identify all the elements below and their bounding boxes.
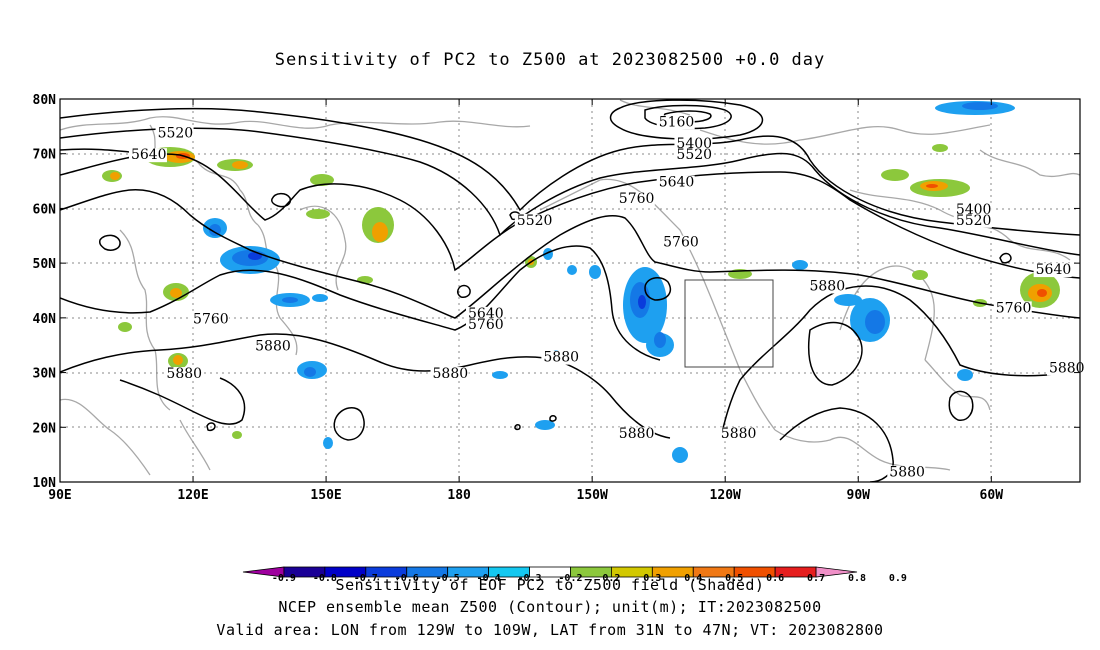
contour-label-bg — [953, 202, 992, 217]
contour-label: 5520 — [676, 147, 712, 163]
y-tick-label: 80N — [33, 93, 57, 108]
contour-label: 5880 — [166, 366, 202, 382]
contour-label-bg — [718, 427, 757, 442]
caption-shaded: Sensitivity of EOF PC2 to Z500 field (Sh… — [335, 576, 765, 594]
colorbar-label: 0.5 — [725, 573, 743, 584]
x-tick-label: 60W — [980, 488, 1004, 503]
x-tick-label: 150E — [310, 488, 341, 503]
contour-label-bg — [807, 279, 846, 294]
colorbar: -0.9 -0.8 -0.7 -0.6 -0.5 -0.4 -0.3 -0.2 0.2 0.3 0.… — [242, 566, 907, 584]
plot-frame — [59, 98, 1081, 483]
sensitivity-map: 5520564051605400552056405760552057605400… — [33, 93, 1085, 503]
y-tick-label: 40N — [33, 312, 57, 327]
colorbar-label: 0.3 — [643, 573, 661, 584]
y-tick-label: 10N — [33, 476, 57, 491]
contour-label: 5880 — [255, 339, 291, 355]
contour-label-bg — [191, 312, 230, 327]
contour-label: 5640 — [131, 147, 167, 163]
x-tick-label: 120E — [177, 488, 208, 503]
colorbar-label: 0.8 — [848, 573, 866, 584]
contour-label-bg — [616, 427, 655, 442]
axis-ticks: 90E 120E 150E 180 150W 120W 90W 60W 10N 20N 30N 40N… — [33, 93, 1080, 503]
contour-label-bg — [656, 115, 695, 130]
contour-label: 5760 — [663, 235, 699, 251]
contour-label: 5520 — [956, 213, 992, 229]
contour-label: 5760 — [996, 300, 1032, 316]
contour-label-bg — [993, 301, 1032, 316]
contour-label-bg — [430, 367, 469, 382]
contour-label-bg — [155, 126, 194, 141]
colorbar-label: -0.6 — [395, 573, 419, 584]
contour-label-bg — [661, 235, 700, 250]
contour-label: 5160 — [659, 114, 695, 130]
contour-label: 5880 — [721, 426, 757, 442]
chart-title: Sensitivity of PC2 to Z500 at 2023082500… — [274, 50, 826, 70]
colorbar-label: -0.9 — [272, 573, 296, 584]
colorbar-label: 0.2 — [602, 573, 620, 584]
colorbar-label: -0.3 — [517, 573, 541, 584]
contour-label: 5880 — [433, 366, 469, 382]
contour-label: 5520 — [517, 213, 553, 229]
contour-label-bg — [953, 213, 992, 228]
colorbar-label: 0.9 — [889, 573, 907, 584]
colorbar-label: 0.6 — [766, 573, 784, 584]
contour-label: 5760 — [619, 191, 655, 207]
y-tick-label: 70N — [33, 148, 57, 163]
colorbar-label: -0.5 — [436, 573, 460, 584]
y-tick-label: 30N — [33, 367, 57, 382]
contour-label-bg — [674, 148, 713, 163]
x-tick-label: 90E — [48, 488, 71, 503]
y-tick-label: 20N — [33, 421, 57, 436]
contour-label-bg — [253, 339, 292, 354]
x-tick-label: 90W — [847, 488, 871, 503]
caption-contour: NCEP ensemble mean Z500 (Contour); unit(… — [278, 598, 822, 616]
y-tick-label: 50N — [33, 257, 57, 272]
colorbar-label: -0.8 — [313, 573, 337, 584]
colorbar-label: -0.2 — [558, 573, 582, 584]
contour-label-bg — [541, 350, 580, 365]
contour-label: 5640 — [659, 175, 695, 191]
contour-label-bg — [616, 191, 655, 206]
contour-label-bg — [164, 367, 203, 382]
contour-label-bg — [466, 317, 504, 332]
contour-label: 5880 — [809, 279, 845, 295]
x-tick-label: 150W — [577, 488, 608, 503]
contour-label-bg — [674, 137, 713, 152]
contour-label-bg — [656, 175, 695, 190]
contour-label: 5760 — [468, 317, 504, 333]
contour-label-bg — [1033, 263, 1072, 278]
colorbar-label: 0.4 — [684, 573, 702, 584]
valid-area-box — [684, 279, 774, 368]
colorbar-label: 0.7 — [807, 573, 825, 584]
colorbar-cell — [815, 566, 858, 578]
x-tick-label: 180 — [447, 488, 471, 503]
colorbar-label: -0.4 — [477, 573, 501, 584]
contour-label: 5520 — [158, 125, 194, 141]
contour-label-bg — [514, 213, 553, 228]
contour-label: 5880 — [619, 426, 655, 442]
contour-labels: 5520564051605400552056405760552057605400… — [128, 114, 1085, 481]
contour-label: 5880 — [543, 350, 579, 366]
contour-label: 5880 — [889, 465, 925, 481]
y-tick-label: 60N — [33, 202, 57, 217]
contour-label-bg — [887, 465, 926, 480]
colorbar-label: -0.7 — [354, 573, 378, 584]
contour-label: 5760 — [193, 311, 229, 327]
contour-label-bg — [128, 148, 167, 163]
caption-valid-area: Valid area: LON from 129W to 109W, LAT f… — [216, 621, 884, 639]
contour-label: 5640 — [1036, 262, 1072, 278]
sensitivity-shading — [102, 101, 1060, 463]
x-tick-label: 120W — [710, 488, 741, 503]
contour-label-bg — [466, 306, 504, 321]
